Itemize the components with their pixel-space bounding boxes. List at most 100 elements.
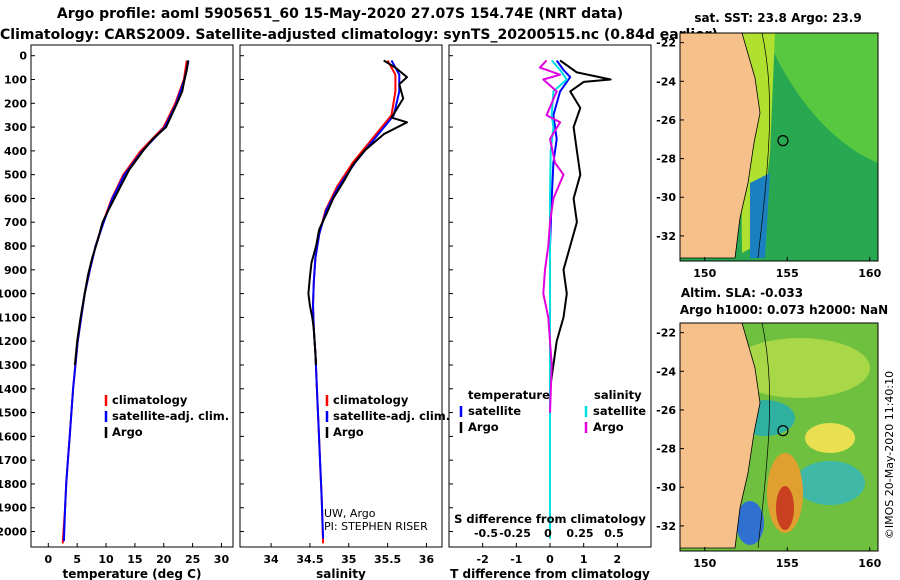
panel-salinity: 34 34.5 35 35.5 36 salinity climatology satelli… — [239, 44, 450, 580]
y-tick-label: 100 — [4, 73, 27, 86]
map-y-tick-label: -30 — [656, 191, 676, 204]
sla-anomaly-high — [730, 338, 870, 398]
x-tick-label: 25 — [185, 553, 200, 566]
map-x-tick-label: 150 — [693, 267, 716, 280]
x-tick-label: 1 — [580, 553, 588, 566]
x-tick-label: 0 — [546, 553, 554, 566]
legend-label: satellite — [468, 404, 521, 418]
y-tick-label: 1000 — [0, 288, 27, 301]
sla-map-title: Altim. SLA: -0.033 — [681, 286, 803, 300]
legend-title-salinity: salinity — [594, 388, 642, 402]
map-content — [680, 33, 878, 261]
x-tick-label: -2 — [477, 553, 489, 566]
legend-label: climatology — [333, 393, 409, 407]
sla-anomaly-peak — [776, 486, 794, 530]
map-y-tick-label: -28 — [656, 153, 676, 166]
series-argo — [307, 59, 408, 366]
series-s-argo — [538, 59, 565, 413]
y-tick-label: 0 — [19, 50, 27, 63]
panel-temperature: 0100200300400500600700800900100011001200… — [0, 44, 234, 580]
series-t-argo — [549, 59, 612, 437]
map-x-tick-label: 155 — [776, 557, 799, 570]
map-y-tick-label: -32 — [656, 520, 676, 533]
sla-anomaly-low — [736, 501, 764, 545]
float-position-marker — [777, 135, 789, 147]
credit-text: ©IMOS 20-May-2020 11:40:10 — [883, 371, 896, 539]
x-tick-label: -1 — [510, 553, 522, 566]
map-y-tick-label: -32 — [656, 230, 676, 243]
map-sla: 150 155 160 -22 -24 -26 -28 -30 -32 — [656, 322, 882, 570]
map-frame — [679, 32, 879, 262]
shelf-contour — [757, 323, 770, 549]
x-tick-label: 2 — [614, 553, 622, 566]
secondary-x-tick-label: 0 — [544, 527, 552, 540]
x-tick-label: 30 — [214, 553, 230, 566]
annotation-uw-argo: UW, Argo — [324, 507, 376, 520]
x-tick-label: 34.5 — [296, 553, 323, 566]
secondary-axis-label: S difference from climatology — [454, 512, 646, 526]
x-tick-label: 10 — [98, 553, 114, 566]
y-tick-label: 1700 — [0, 454, 27, 467]
y-tick-label: 400 — [4, 145, 27, 158]
x-tick-label: 0 — [44, 553, 52, 566]
legend-label: satellite — [593, 404, 646, 418]
map-y-tick-label: -26 — [656, 114, 676, 127]
map-y-tick-label: -24 — [656, 365, 676, 378]
map-x-tick-label: 150 — [693, 557, 716, 570]
sla-anomaly-low — [795, 461, 865, 505]
y-tick-label: 1900 — [0, 502, 27, 515]
land-mass — [680, 323, 761, 549]
map-x-tick-label: 160 — [858, 267, 881, 280]
x-axis-label: T difference from climatology — [450, 567, 650, 580]
secondary-x-tick-label: 0.5 — [604, 527, 624, 540]
legend-title-temperature: temperature — [468, 388, 550, 402]
map-y-tick-label: -22 — [656, 37, 676, 50]
float-position-marker — [777, 425, 789, 437]
annotation-pi: PI: STEPHEN RISER — [324, 520, 428, 533]
map-y-tick-label: -26 — [656, 404, 676, 417]
panel-differences: -2 -1 0 1 2T difference from climatology temp… — [448, 44, 652, 580]
legend-label: Argo — [468, 420, 499, 434]
series-s-satellite — [549, 59, 568, 539]
y-tick-label: 800 — [4, 240, 27, 253]
x-tick-label: 15 — [127, 553, 142, 566]
legend-label: Argo — [593, 420, 624, 434]
y-tick-label: 700 — [4, 216, 27, 229]
y-tick-label: 1200 — [0, 335, 27, 348]
secondary-x-tick-label: 0.25 — [566, 527, 593, 540]
legend-label: Argo — [112, 425, 143, 439]
x-tick-label: 36 — [419, 553, 435, 566]
x-axis-label: temperature (deg C) — [63, 567, 202, 580]
y-tick-label: 300 — [4, 121, 27, 134]
x-tick-label: 35.5 — [374, 553, 401, 566]
land-mass — [680, 33, 761, 259]
y-tick-label: 1500 — [0, 407, 27, 420]
y-tick-label: 600 — [4, 192, 27, 205]
map-content — [680, 323, 878, 551]
sst-warm-patch — [765, 33, 878, 163]
chart-title-line1: Argo profile: aoml 5905651_60 15-May-202… — [56, 6, 624, 22]
map-y-tick-label: -24 — [656, 75, 676, 88]
y-tick-label: 1800 — [0, 478, 27, 491]
sst-map-title: sat. SST: 23.8 Argo: 23.9 — [694, 11, 861, 25]
sla-map-subtitle: Argo h1000: 0.073 h2000: NaN — [680, 303, 888, 317]
x-tick-label: 20 — [156, 553, 172, 566]
y-tick-label: 900 — [4, 264, 27, 277]
y-tick-label: 500 — [4, 169, 27, 182]
series-argo — [73, 60, 189, 366]
y-tick-label: 1300 — [0, 359, 27, 372]
y-tick-label: 1600 — [0, 430, 27, 443]
y-tick-label: 200 — [4, 97, 27, 110]
map-y-tick-label: -22 — [656, 327, 676, 340]
secondary-x-tick-label: -0.25 — [499, 527, 531, 540]
map-y-tick-label: -28 — [656, 443, 676, 456]
y-tick-label: 2000 — [0, 526, 27, 539]
y-tick-label: 1400 — [0, 383, 27, 396]
legend-label: climatology — [112, 393, 188, 407]
x-axis-label: salinity — [316, 567, 366, 580]
legend-label: satellite-adj. clim. — [112, 409, 229, 423]
map-x-tick-label: 155 — [776, 267, 799, 280]
y-tick-label: 1100 — [0, 311, 27, 324]
x-tick-label: 35 — [341, 553, 356, 566]
